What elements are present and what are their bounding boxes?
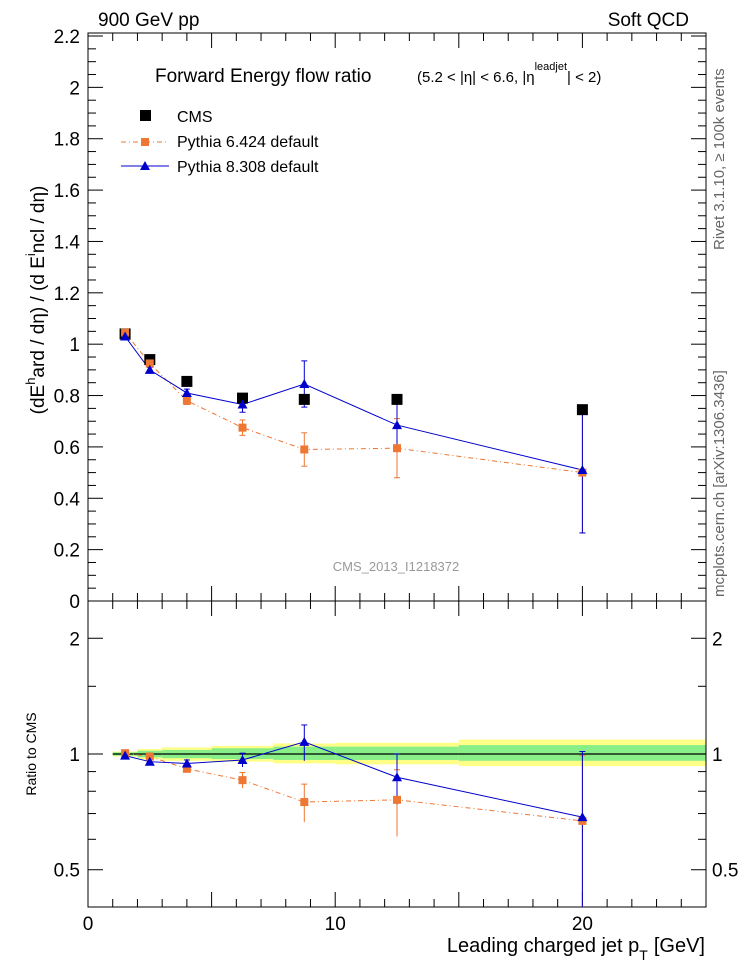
point-cms [298, 393, 310, 405]
point-py8 [144, 364, 155, 374]
ratio-ytick-label: 2 [69, 629, 80, 650]
ratio-point-py8 [577, 812, 588, 822]
ratio-ticks: 0.5 0.51 12 20 10 20 [54, 601, 738, 935]
legend-marker-cms [140, 110, 151, 121]
ratio-ytick-label-right: 0.5 [712, 861, 738, 882]
main-ytick-label: 1.2 [54, 284, 80, 305]
ratio-point-py6 [300, 798, 309, 807]
main-ytick-label: 1.8 [54, 130, 80, 151]
point-py8 [237, 399, 248, 409]
ratio-ytick-label: 0.5 [54, 861, 80, 882]
xtick-label: 0 [83, 914, 94, 935]
ratio-series [120, 724, 588, 907]
ratio-point-py6 [238, 776, 247, 785]
ratio-point-py8 [392, 772, 402, 782]
point-py6 [182, 396, 191, 405]
header-right: Soft QCD [608, 10, 689, 31]
main-series [119, 328, 588, 534]
main-ytick-label: 0.6 [54, 438, 80, 459]
ratio-point-py8 [181, 758, 192, 768]
point-py8 [577, 465, 588, 475]
subtitle-sup: leadjet [535, 61, 567, 73]
legend-label-py6: Pythia 6.424 default [177, 134, 319, 151]
subtitle-prefix: (5.2 < |η| < 6.6, |η [417, 69, 535, 86]
x-axis-label-unit: [GeV] [654, 935, 705, 957]
header-left: 900 GeV pp [98, 10, 199, 31]
plot-title: Forward Energy flow ratio [155, 66, 371, 87]
point-cms [237, 392, 248, 404]
main-ytick-label: 2.2 [54, 27, 80, 48]
main-panel: 0 0.2 0.4 0.6 0.8 1 1.2 1.4 1.6 1.8 2 2.2 CMS_2013_… [23, 27, 707, 613]
ratio-point-py8 [144, 756, 155, 766]
legend-marker-py8 [140, 161, 150, 170]
plot-subtitle: (5.2 < |η| < 6.6, |ηleadjet| < 2) [417, 61, 601, 86]
ratio-panel: 0.5 0.51 12 20 10 20 Ratio to CMS Leading cha… [23, 600, 738, 963]
main-ytick-label: 0.4 [54, 489, 81, 510]
legend-marker-py6 [141, 138, 149, 146]
main-ytick-label: 1 [69, 335, 80, 356]
ratio-ylabel: Ratio to CMS [23, 712, 39, 795]
point-py8 [392, 420, 402, 430]
ratio-point-py8 [120, 750, 131, 760]
xtick-label: 20 [572, 914, 593, 935]
point-py8 [299, 378, 310, 388]
x-axis-label: Leading charged jet pT [GeV] [447, 935, 705, 963]
point-py6 [238, 423, 247, 432]
main-ytick-label: 1.6 [54, 181, 80, 202]
x-axis-label-sub: T [639, 947, 648, 963]
point-py8 [120, 331, 131, 341]
point-py6 [300, 445, 309, 454]
main-ticks: 0 0.2 0.4 0.6 0.8 1 1.2 1.4 1.6 1.8 2 2.2 [54, 27, 707, 613]
ratio-point-py6 [393, 795, 401, 804]
point-cms [576, 404, 588, 416]
legend-label-py8: Pythia 8.308 default [177, 159, 319, 176]
point-cms [391, 393, 403, 405]
ratio-ytick-label-right: 2 [712, 629, 723, 650]
rivet-label: Rivet 3.1.10, ≥ 100k events [711, 68, 728, 250]
point-cms [181, 375, 193, 387]
ratio-ytick-label: 1 [69, 745, 80, 766]
point-py6 [145, 359, 154, 368]
legend: CMS Pythia 6.424 default Pythia 8.308 de… [121, 109, 319, 176]
ratio-point-py6 [145, 752, 154, 761]
ratio-ytick-label-right: 1 [712, 745, 723, 766]
point-py8 [181, 387, 192, 397]
main-ylabel: (dEhard / dη) / (d Eincl / dη) [23, 186, 49, 415]
ratio-point-py8 [237, 754, 248, 764]
main-ytick-label: 2 [69, 78, 80, 99]
x-axis-label-main: Leading charged jet p [447, 935, 639, 957]
main-ytick-label: 1.4 [54, 232, 81, 253]
mcplots-label: mcplots.cern.ch [arXiv:1306.3436] [711, 370, 728, 597]
analysis-id: CMS_2013_I1218372 [333, 559, 460, 574]
band-inner [335, 746, 459, 760]
ratio-point-py6 [182, 764, 191, 773]
xtick-label: 10 [325, 914, 346, 935]
main-ytick-label: 0 [69, 592, 80, 613]
point-py6 [393, 444, 401, 453]
main-ytick-label: 0.8 [54, 387, 80, 408]
legend-label-cms: CMS [177, 109, 213, 126]
ratio-point-py8 [299, 736, 310, 746]
subtitle-suffix: | < 2) [567, 69, 601, 86]
main-ytick-label: 0.2 [54, 541, 80, 562]
